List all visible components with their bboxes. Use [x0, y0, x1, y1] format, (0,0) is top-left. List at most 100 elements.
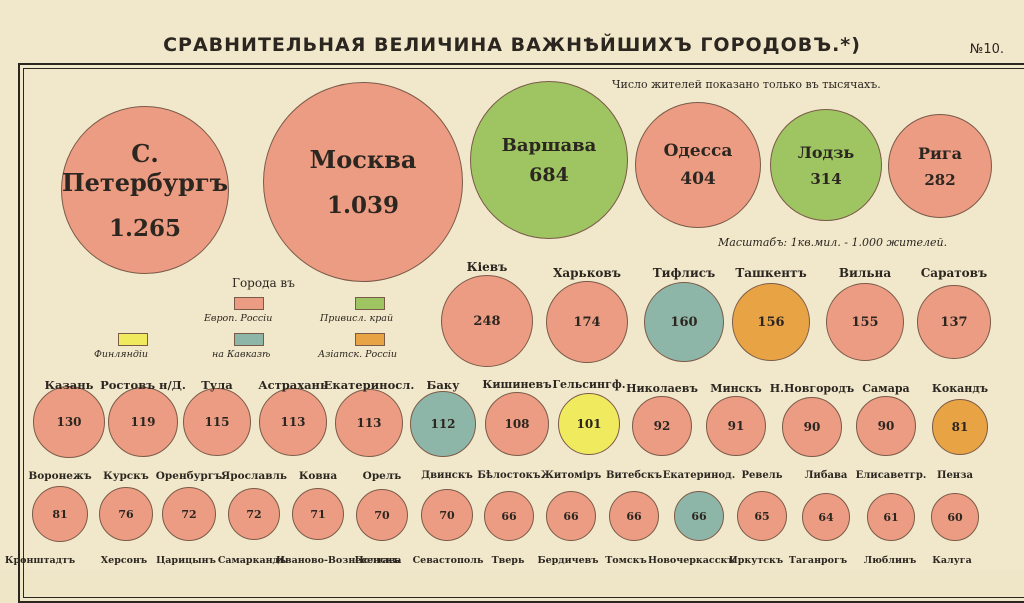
city-name: Курскъ [103, 470, 149, 482]
city-name: Ярославль [220, 470, 288, 482]
city-name: Оренбургъ [155, 470, 223, 482]
legend-swatch-finland [118, 333, 148, 346]
city-name-partial: Царицынъ [156, 555, 216, 566]
city-name: Баку [426, 378, 460, 392]
city-circle: Рига 282 [888, 114, 992, 218]
city-population: 1.039 [326, 192, 400, 219]
city-circle: 101 [558, 393, 620, 455]
city-name-partial: Иваново-Вознесенскъ [276, 555, 401, 566]
city-name: Рига [917, 143, 963, 163]
city-population: 70 [374, 508, 390, 522]
city-circle: Лодзь 314 [770, 109, 882, 221]
city-population: 92 [653, 419, 671, 433]
city-circle: 113 [259, 388, 327, 456]
city-name: Орелъ [362, 470, 402, 482]
city-population: 112 [430, 417, 456, 431]
city-circle: 71 [292, 488, 344, 540]
page-title: СРАВНИТЕЛЬНАЯ ВЕЛИЧИНА ВАЖНѢЙШИХЪ ГОРОДО… [163, 34, 861, 56]
city-circle: 174 [546, 281, 628, 363]
city-circle: Москва 1.039 [263, 82, 463, 282]
population-note: Число жителей показано только въ тысячах… [612, 78, 881, 91]
city-population: 115 [204, 415, 230, 429]
city-circle: 81 [932, 399, 988, 455]
city-name-partial: Томскъ [605, 555, 647, 566]
city-circle: 70 [421, 489, 473, 541]
city-population: 155 [851, 314, 879, 330]
legend-swatch-european-russia [234, 297, 264, 310]
city-population: 61 [883, 510, 899, 524]
city-circle: 64 [802, 493, 850, 541]
city-population: 404 [680, 169, 716, 189]
city-circle: 156 [732, 283, 810, 361]
city-population: 81 [52, 507, 68, 521]
city-population: 684 [529, 163, 569, 186]
city-name: Астрахань [258, 378, 328, 392]
city-circle: 130 [33, 386, 105, 458]
city-population: 90 [803, 420, 821, 434]
city-population: 91 [727, 419, 745, 433]
legend-label-european-russia: Европ. Россіи [204, 313, 273, 324]
legend-swatch-caucasus [234, 333, 264, 346]
city-name: Харьковъ [553, 266, 621, 280]
city-name-partial: Херсонъ [100, 555, 148, 566]
map-page: СРАВНИТЕЛЬНАЯ ВЕЛИЧИНА ВАЖНѢЙШИХЪ ГОРОДО… [4, 34, 1024, 603]
legend-label-finland: Финляндіи [94, 349, 149, 360]
city-name-partial: Самаркандъ [217, 555, 287, 566]
legend-label-vistula: Привисл. край [320, 313, 394, 324]
city-name: Одесса [663, 141, 733, 161]
city-circle: 81 [32, 486, 88, 542]
city-population: 71 [310, 507, 326, 521]
city-population: 108 [504, 417, 530, 431]
city-circle: 91 [706, 396, 766, 456]
city-circle: 61 [867, 493, 915, 541]
city-population: 314 [810, 169, 842, 188]
city-circle: 65 [737, 491, 787, 541]
legend-label-asiatic-russia: Азіатск. Россіи [318, 349, 398, 360]
city-name: Кіевъ [466, 260, 508, 274]
city-circle: 90 [782, 397, 842, 457]
legend-swatch-asiatic-russia [355, 333, 385, 346]
city-circle: 66 [674, 491, 724, 541]
city-name: Двинскъ [421, 470, 473, 481]
city-circle: 108 [485, 392, 549, 456]
city-population: 90 [877, 419, 895, 433]
city-population: 66 [626, 509, 642, 523]
city-population: 248 [473, 313, 501, 329]
city-population: 72 [246, 507, 262, 521]
city-name: Минскъ [710, 382, 762, 395]
city-population: 101 [576, 417, 602, 431]
city-circle: 113 [335, 389, 403, 457]
city-circle: 137 [917, 285, 991, 359]
city-name: Николаевъ [626, 382, 698, 395]
city-name-partial: Новочеркасскъ [648, 555, 735, 566]
city-circle: С. Петербургъ 1.265 [61, 106, 229, 274]
city-name: Житоміръ [540, 470, 602, 481]
city-name-partial: Тверь [491, 555, 525, 566]
city-circle: Одесса 404 [635, 102, 761, 228]
city-population: 65 [754, 509, 770, 523]
city-name: Ковна [298, 470, 338, 482]
city-circle: 92 [632, 396, 692, 456]
city-name: Н.Новгородъ [769, 382, 855, 395]
city-population: 137 [940, 314, 968, 330]
city-circle: 76 [99, 487, 153, 541]
city-population: 81 [951, 420, 969, 434]
legend-label-caucasus: на Кавказѣ [212, 349, 271, 360]
city-name: Витебскъ [605, 470, 663, 481]
city-name: Екатериносл. [323, 378, 415, 392]
city-population: 156 [757, 314, 785, 330]
city-name-partial: Таганрогъ [788, 555, 848, 566]
city-population: 130 [56, 415, 82, 429]
city-population: 113 [356, 416, 382, 430]
city-name-partial: Иркутскъ [728, 555, 784, 566]
city-population: 66 [563, 509, 579, 523]
city-name-partial: Севастополь [412, 555, 484, 566]
city-circle: Варшава 684 [470, 81, 628, 239]
scale-note: Масштабъ: 1кв.мил. - 1.000 жителей. [718, 236, 948, 249]
city-circle: 72 [162, 487, 216, 541]
city-circle: 90 [856, 396, 916, 456]
city-name: Тифлисъ [652, 266, 716, 280]
legend-title: Города въ [232, 276, 295, 290]
city-population: 160 [670, 314, 698, 330]
city-name: Ростовъ н/Д. [100, 378, 186, 392]
